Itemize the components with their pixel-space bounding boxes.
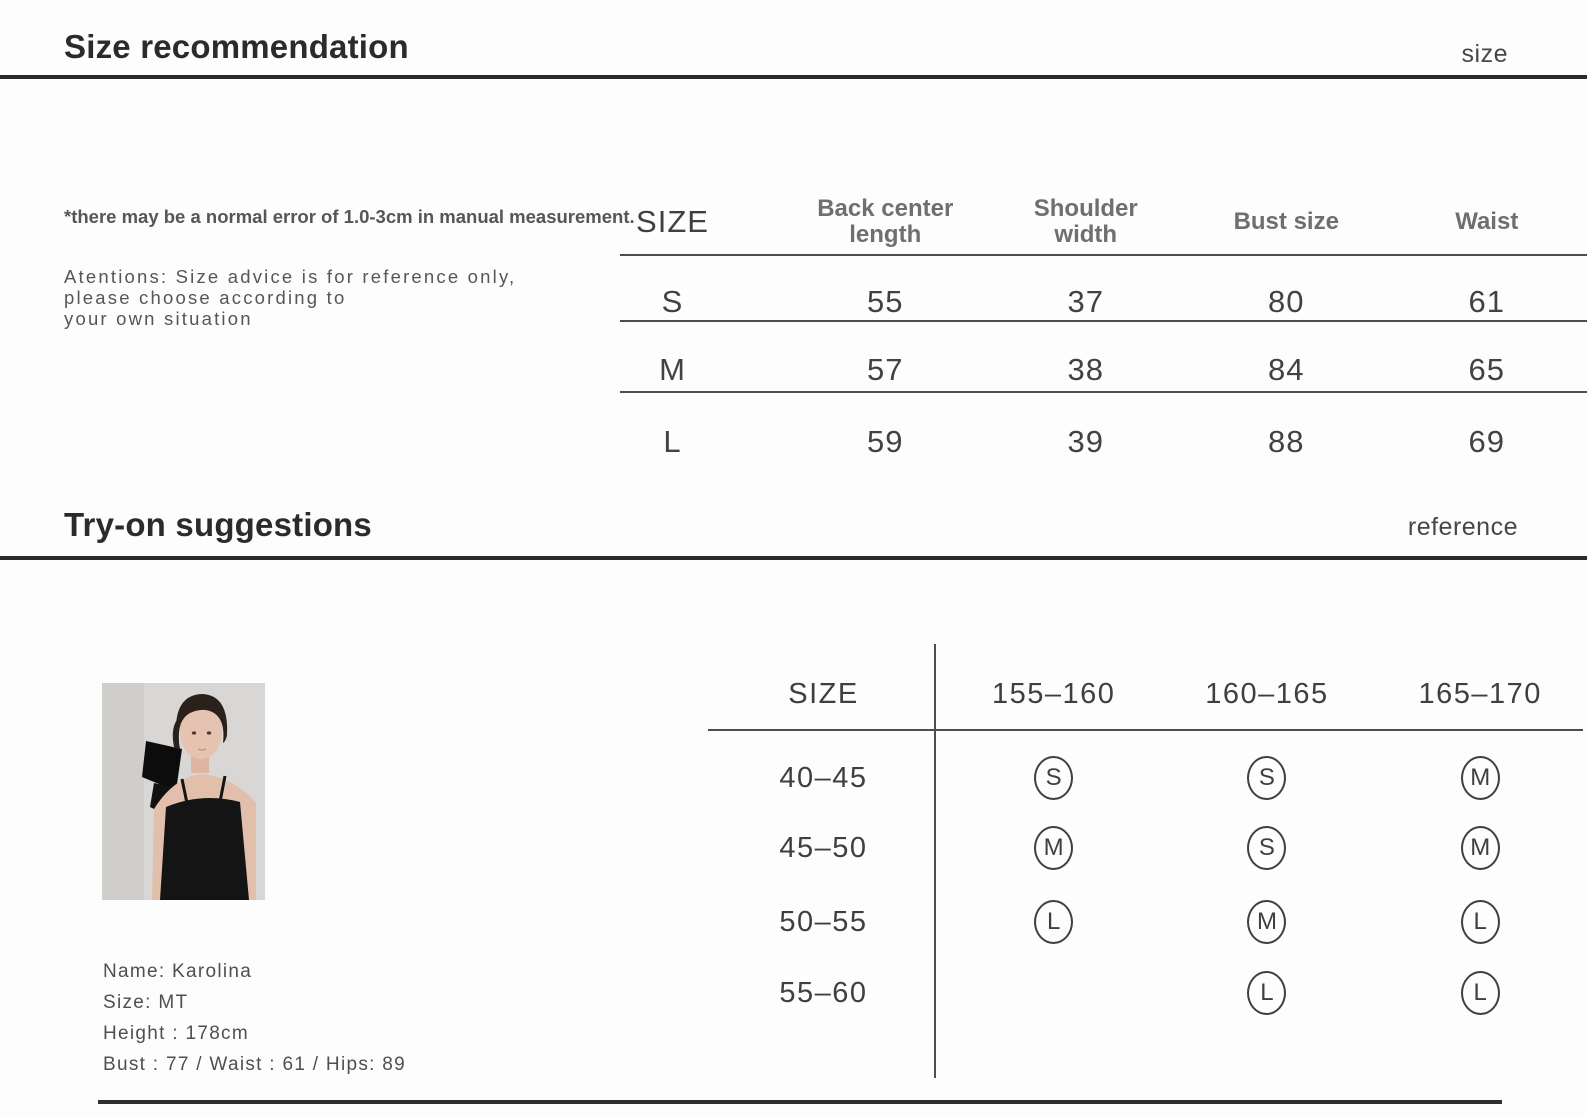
model-info-line-0: Name: Karolina — [103, 961, 253, 982]
tryon-weight-range: 55–60 — [779, 976, 868, 1009]
size-table-row-l: L 59 39 88 69 — [560, 414, 1587, 470]
size-table-cell: 38 — [1067, 352, 1104, 387]
tryon-table-row-1: 40–45 S S M — [700, 750, 1587, 806]
size-table-col-header-line: length — [849, 221, 922, 248]
size-table-row-s: S 55 37 80 61 — [560, 274, 1587, 330]
tryon-table-header-line — [708, 729, 1583, 731]
size-table-col-header-line: width — [1054, 221, 1118, 248]
model-info-line-1: Size: MT — [103, 992, 189, 1013]
size-table-cell: 61 — [1468, 284, 1505, 319]
circled-size-m: M — [1247, 900, 1287, 944]
circled-size-l: L — [1460, 971, 1500, 1015]
attention-note-line-0: Atentions: Size advice is for reference … — [64, 266, 517, 287]
size-table-cell: 37 — [1067, 284, 1104, 319]
size-table-cell: L — [663, 424, 682, 459]
section-divider-bottom — [98, 1100, 1502, 1104]
tryon-cell: M — [947, 826, 1160, 870]
tryon-cell: S — [1160, 826, 1373, 870]
measurement-note: *there may be a normal error of 1.0-3cm … — [64, 206, 635, 227]
size-corner-label: size — [1461, 40, 1508, 68]
tryon-table-row-3: 50–55 L M L — [700, 894, 1587, 950]
size-table-col-header-line: Shoulder — [1033, 195, 1138, 222]
tryon-cell: M — [1160, 900, 1373, 944]
size-table-cell: 80 — [1268, 284, 1305, 319]
section-divider-top — [0, 75, 1587, 79]
size-recommendation-title: Size recommendation — [64, 28, 409, 65]
model-info: Name: Karolina Size: MT Height : 178cm Bust… — [103, 956, 406, 1080]
model-info-line-2: Height : 178cm — [103, 1023, 249, 1044]
tryon-cell: L — [1374, 971, 1587, 1015]
tryon-table-row-4: 55–60 L L — [700, 965, 1587, 1021]
size-table-col-header-3: Bust size — [1186, 209, 1387, 235]
size-table-cell: M — [659, 352, 686, 387]
size-table-col-header-0: SIZE — [560, 204, 785, 240]
size-table-cell: 84 — [1268, 352, 1305, 387]
size-table-line-header — [620, 254, 1587, 256]
tryon-weight-range: 40–45 — [779, 761, 868, 794]
size-table-cell: S — [661, 284, 684, 319]
tryon-table-vertical-line — [934, 644, 936, 1078]
size-table-cell: 55 — [867, 284, 904, 319]
tryon-cell: S — [1160, 756, 1373, 800]
tryon-cell: L — [947, 900, 1160, 944]
size-table-col-header-2: Shoulder width — [986, 196, 1187, 248]
section-divider-middle — [0, 556, 1587, 560]
circled-size-s: S — [1247, 826, 1287, 870]
size-table-cell: 69 — [1468, 424, 1505, 459]
size-table-row-m: M 57 38 84 65 — [560, 342, 1587, 398]
tryon-table-header-row: SIZE 155–160 160–165 165–170 — [700, 666, 1587, 722]
attention-note-line-2: your own situation — [64, 308, 253, 329]
tryon-cell: M — [1374, 756, 1587, 800]
tryon-cell: L — [1374, 900, 1587, 944]
tryon-table-col-header-0: SIZE — [788, 677, 859, 710]
circled-size-s: S — [1247, 756, 1287, 800]
tryon-cell: L — [1160, 971, 1373, 1015]
size-table-cell: 39 — [1067, 424, 1104, 459]
tryon-table-row-2: 45–50 M S M — [700, 820, 1587, 876]
tryon-suggestions-title: Try-on suggestions — [64, 506, 372, 543]
tryon-cell: M — [1374, 826, 1587, 870]
circled-size-l: L — [1247, 971, 1287, 1015]
tryon-weight-range: 50–55 — [779, 905, 868, 938]
size-table-col-header-1: Back center length — [785, 196, 986, 248]
circled-size-m: M — [1034, 826, 1074, 870]
size-table-cell: 59 — [867, 424, 904, 459]
size-table-cell: 88 — [1268, 424, 1305, 459]
size-table-col-header-line: SIZE — [636, 204, 709, 239]
model-info-line-3: Bust : 77 / Waist : 61 / Hips: 89 — [103, 1054, 407, 1075]
circled-size-m: M — [1460, 756, 1500, 800]
circled-size-l: L — [1460, 900, 1500, 944]
tryon-table-col-header-1: 155–160 — [991, 677, 1116, 710]
tryon-weight-range: 45–50 — [779, 831, 868, 864]
reference-corner-label: reference — [1407, 513, 1518, 541]
size-table-col-header-line: Waist — [1455, 208, 1519, 235]
circled-size-s: S — [1034, 756, 1074, 800]
size-table-header-row: SIZE Back center length Shoulder width Bust s… — [560, 178, 1587, 266]
circled-size-m: M — [1460, 826, 1500, 870]
size-table-cell: 57 — [867, 352, 904, 387]
tryon-cell: S — [947, 756, 1160, 800]
attention-note-line-1: please choose according to — [64, 287, 347, 308]
tryon-table-col-header-2: 160–165 — [1205, 677, 1329, 710]
circled-size-l: L — [1034, 900, 1074, 944]
size-table-cell: 65 — [1468, 352, 1505, 387]
size-table-col-header-4: Waist — [1387, 209, 1587, 235]
attention-note: Atentions: Size advice is for reference … — [64, 266, 516, 329]
size-table-col-header-line: Bust size — [1233, 208, 1339, 235]
size-table-col-header-line: Back center — [817, 195, 954, 222]
size-table-line-1 — [620, 320, 1587, 322]
tryon-table-col-header-3: 165–170 — [1418, 677, 1542, 710]
model-photo — [102, 683, 265, 900]
size-table-line-2 — [620, 391, 1587, 393]
